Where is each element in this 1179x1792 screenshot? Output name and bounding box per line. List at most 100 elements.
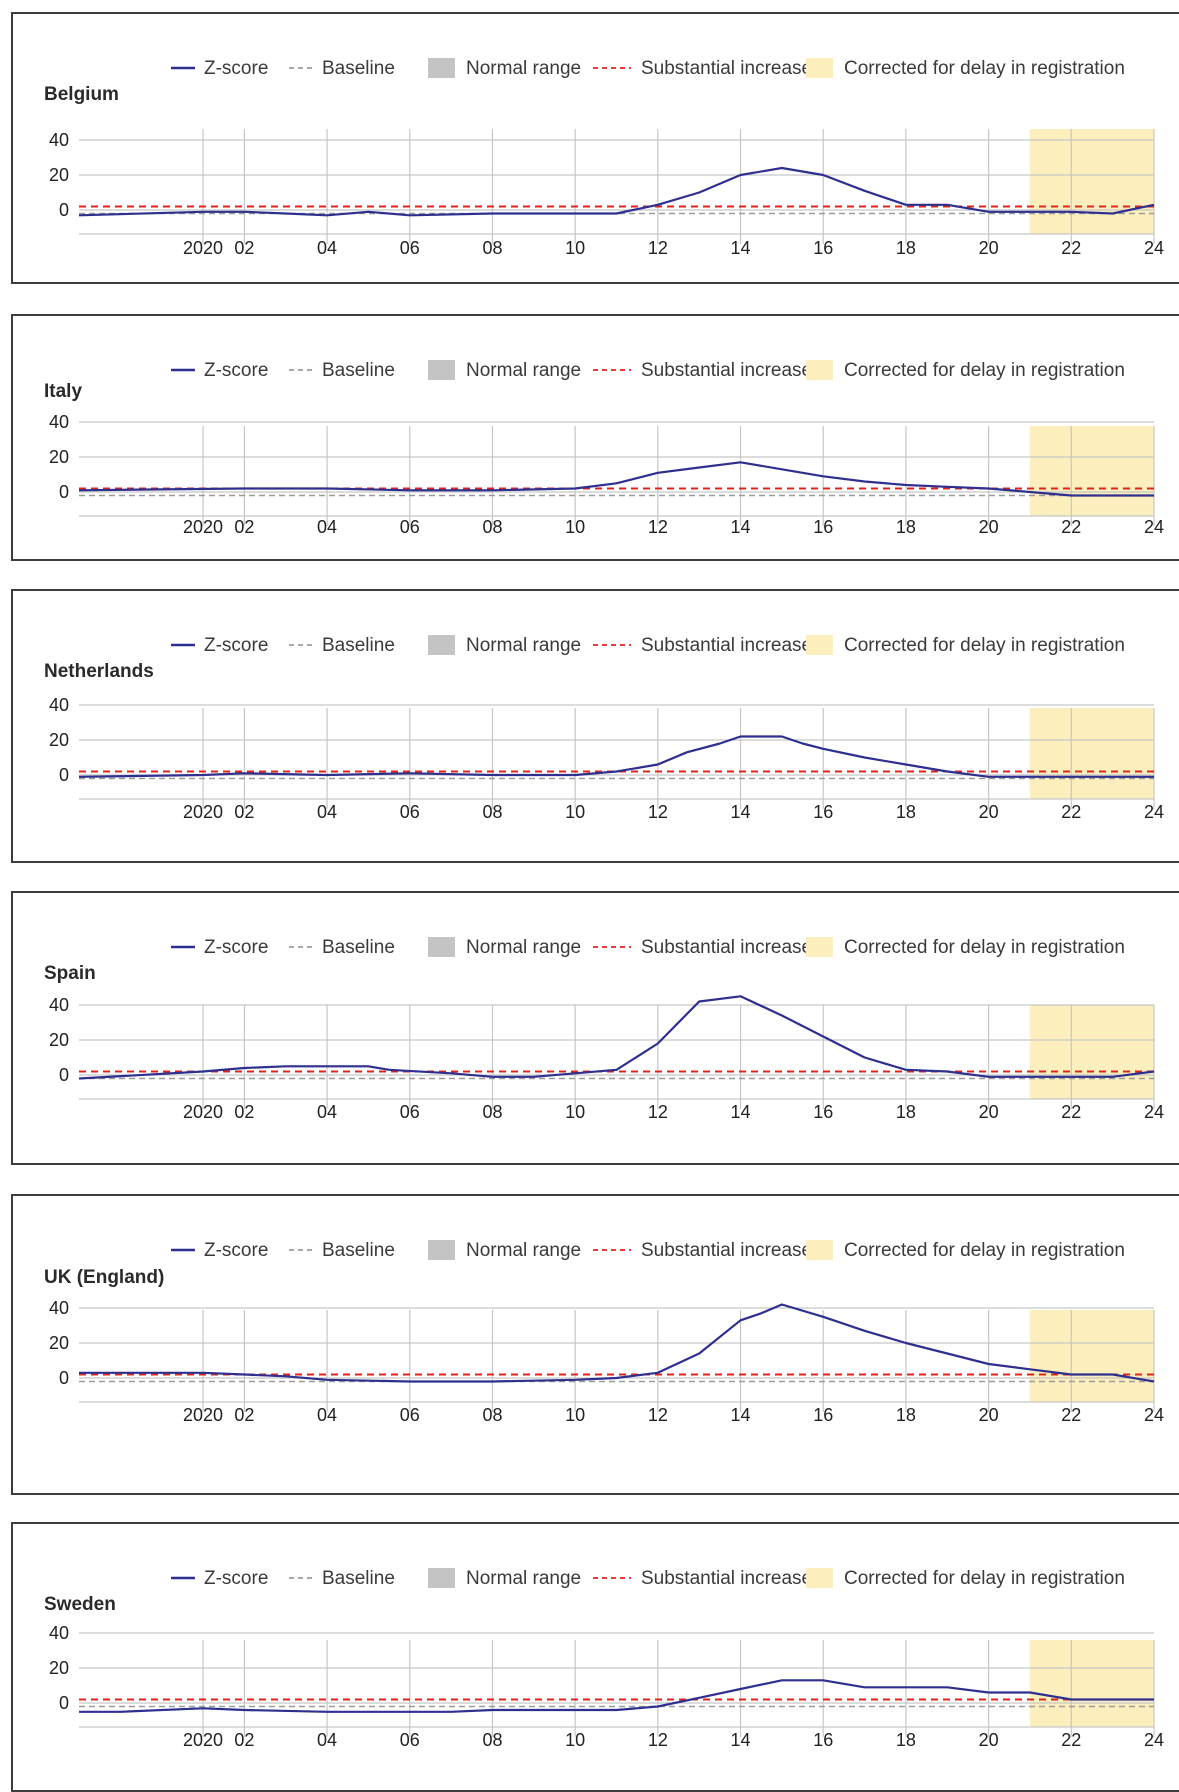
chart-svg: Z-score Baseline Normal range Substantial i… xyxy=(44,1240,1164,1425)
zscore-series-line xyxy=(79,1679,1154,1713)
legend-label: Substantial increase xyxy=(641,1240,812,1261)
x-tick-label: 12 xyxy=(648,517,668,537)
chart-title: Spain xyxy=(44,963,96,984)
legend-item-corrected: Corrected for delay in registration xyxy=(806,1240,1125,1261)
x-tick-label: 18 xyxy=(896,517,916,537)
x-tick-label: 08 xyxy=(482,238,502,258)
y-tick-label: 0 xyxy=(59,1368,69,1388)
legend-item-zscore: Z-score xyxy=(171,58,268,79)
x-tick-label: 10 xyxy=(565,802,585,822)
x-tick-label: 2020 xyxy=(183,238,223,258)
legend-label: Z-score xyxy=(204,1568,268,1589)
chart-title: UK (England) xyxy=(44,1267,164,1288)
chart-svg: Z-score Baseline Normal range Substantial i… xyxy=(44,58,1164,258)
legend-label: Baseline xyxy=(322,635,395,656)
legend-item-corrected: Corrected for delay in registration xyxy=(806,937,1125,958)
chart-svg: Z-score Baseline Normal range Substantial i… xyxy=(44,360,1164,537)
legend-label: Z-score xyxy=(204,1240,268,1261)
x-tick-label: 06 xyxy=(400,802,420,822)
x-tick-label: 22 xyxy=(1061,517,1081,537)
x-tick-label: 18 xyxy=(896,1730,916,1750)
legend-item-normal-range: Normal range xyxy=(428,1568,581,1589)
legend-item-substantial-increase: Substantial increase xyxy=(593,58,812,79)
legend-item-substantial-increase: Substantial increase xyxy=(593,360,812,381)
x-tick-label: 24 xyxy=(1144,238,1164,258)
x-tick-label: 08 xyxy=(482,1730,502,1750)
x-tick-label: 20 xyxy=(979,517,999,537)
y-tick-label: 20 xyxy=(49,447,69,467)
x-tick-label: 06 xyxy=(400,517,420,537)
legend-label: Z-score xyxy=(204,58,268,79)
chart-title: Italy xyxy=(44,381,82,402)
legend-swatch xyxy=(806,360,833,380)
legend-item-baseline: Baseline xyxy=(289,360,395,381)
legend-label: Corrected for delay in registration xyxy=(844,937,1125,958)
x-tick-label: 14 xyxy=(731,802,751,822)
x-tick-label: 20 xyxy=(979,802,999,822)
legend-swatch xyxy=(428,937,455,957)
x-tick-label: 16 xyxy=(813,1730,833,1750)
legend-label: Substantial increase xyxy=(641,360,812,381)
legend-item-substantial-increase: Substantial increase xyxy=(593,937,812,958)
x-tick-label: 04 xyxy=(317,1405,337,1425)
legend: Z-score Baseline Normal range Substantial i… xyxy=(171,1240,1125,1261)
legend-label: Z-score xyxy=(204,360,268,381)
x-tick-label: 08 xyxy=(482,1405,502,1425)
chart-title: Belgium xyxy=(44,84,119,105)
x-tick-label: 04 xyxy=(317,1102,337,1122)
legend-item-substantial-increase: Substantial increase xyxy=(593,635,812,656)
chart-panel-belgium: Z-score Baseline Normal range Substantial i… xyxy=(11,12,1179,284)
y-tick-label: 0 xyxy=(59,482,69,502)
x-tick-label: 08 xyxy=(482,1102,502,1122)
legend-swatch xyxy=(806,58,833,78)
chart-svg: Z-score Baseline Normal range Substantial i… xyxy=(44,937,1164,1122)
legend-swatch xyxy=(428,1240,455,1260)
legend-label: Corrected for delay in registration xyxy=(844,1568,1125,1589)
x-tick-label: 18 xyxy=(896,802,916,822)
x-tick-label: 06 xyxy=(400,238,420,258)
x-tick-label: 22 xyxy=(1061,1730,1081,1750)
x-tick-label: 24 xyxy=(1144,1102,1164,1122)
x-tick-label: 10 xyxy=(565,1405,585,1425)
chart-panel-uk-england: Z-score Baseline Normal range Substantial i… xyxy=(11,1194,1179,1495)
legend-label: Corrected for delay in registration xyxy=(844,58,1125,79)
chart-panel-spain: Z-score Baseline Normal range Substantial i… xyxy=(11,891,1179,1165)
legend-item-baseline: Baseline xyxy=(289,58,395,79)
legend-label: Substantial increase xyxy=(641,58,812,79)
y-tick-label: 0 xyxy=(59,1693,69,1713)
legend-item-normal-range: Normal range xyxy=(428,635,581,656)
legend-item-corrected: Corrected for delay in registration xyxy=(806,360,1125,381)
x-tick-label: 02 xyxy=(234,1730,254,1750)
legend-item-zscore: Z-score xyxy=(171,360,268,381)
x-tick-label: 04 xyxy=(317,238,337,258)
x-tick-label: 02 xyxy=(234,1102,254,1122)
x-tick-label: 10 xyxy=(565,1730,585,1750)
chart-title: Sweden xyxy=(44,1594,116,1615)
legend-label: Baseline xyxy=(322,937,395,958)
legend-label: Normal range xyxy=(466,360,581,381)
x-tick-label: 12 xyxy=(648,802,668,822)
x-tick-label: 02 xyxy=(234,802,254,822)
x-tick-label: 12 xyxy=(648,1730,668,1750)
legend-swatch xyxy=(806,937,833,957)
y-tick-label: 0 xyxy=(59,200,69,220)
x-tick-label: 14 xyxy=(731,1102,751,1122)
x-tick-label: 24 xyxy=(1144,517,1164,537)
x-tick-label: 08 xyxy=(482,517,502,537)
legend-label: Substantial increase xyxy=(641,937,812,958)
legend: Z-score Baseline Normal range Substantial i… xyxy=(171,937,1125,958)
legend-item-substantial-increase: Substantial increase xyxy=(593,1568,812,1589)
legend-item-corrected: Corrected for delay in registration xyxy=(806,635,1125,656)
chart-title: Netherlands xyxy=(44,661,154,682)
legend-swatch xyxy=(806,1568,833,1588)
legend-item-baseline: Baseline xyxy=(289,635,395,656)
legend-label: Baseline xyxy=(322,360,395,381)
x-tick-label: 06 xyxy=(400,1405,420,1425)
x-tick-label: 10 xyxy=(565,1102,585,1122)
legend-swatch xyxy=(428,58,455,78)
zscore-series-line xyxy=(78,461,1154,497)
x-tick-label: 10 xyxy=(565,517,585,537)
x-tick-label: 14 xyxy=(731,1405,751,1425)
corrected-delay-area xyxy=(1029,129,1154,234)
x-tick-label: 02 xyxy=(234,517,254,537)
